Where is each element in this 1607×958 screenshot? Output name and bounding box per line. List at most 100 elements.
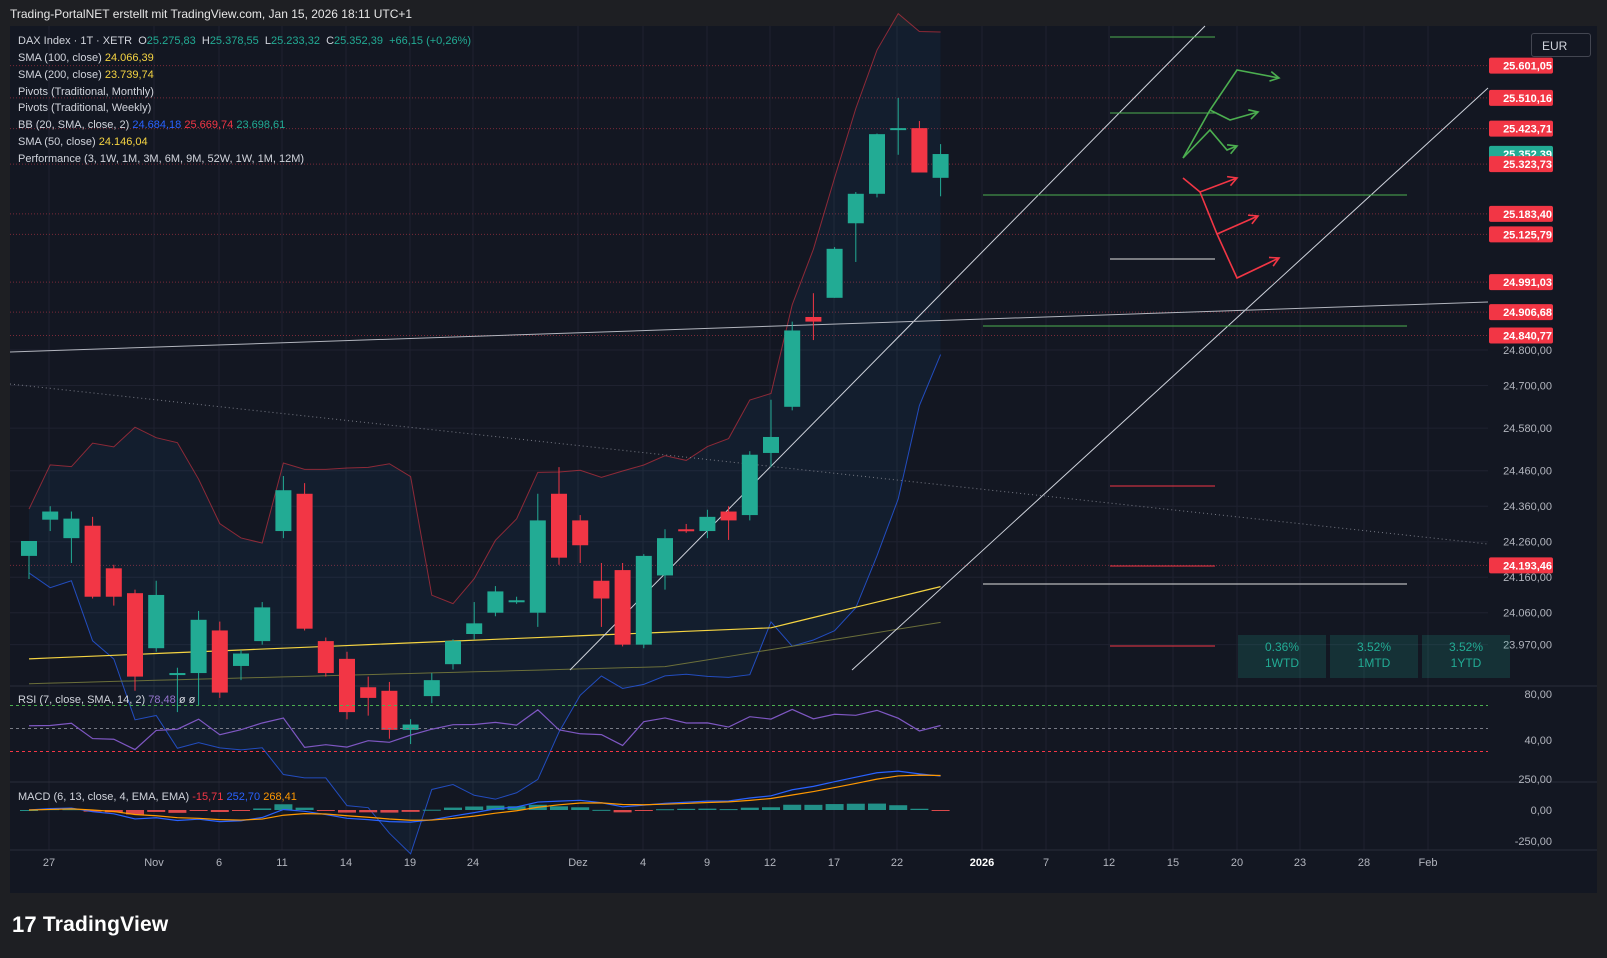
candle[interactable] (699, 509, 716, 539)
candle[interactable] (127, 589, 143, 691)
time-tick-label: 11 (276, 857, 287, 869)
candle[interactable] (593, 563, 610, 627)
price-tag[interactable]: 24.991,03 (1489, 274, 1553, 291)
high-value: 25.378,55 (209, 35, 259, 47)
candle[interactable] (551, 467, 567, 565)
candle[interactable] (445, 639, 461, 670)
symbol-label: DAX Index · 1T · XETR (18, 35, 133, 47)
candle[interactable] (211, 621, 228, 698)
candle[interactable] (169, 667, 186, 713)
candle-body (339, 658, 355, 713)
candle[interactable] (869, 133, 885, 198)
price-tag[interactable]: 25.125,79 (1489, 226, 1553, 243)
candle[interactable] (423, 673, 440, 704)
candle[interactable] (720, 506, 737, 540)
tradingview-logo[interactable]: 17 TradingView (12, 912, 168, 938)
price-tick-label: 24.160,00 (1503, 572, 1552, 584)
candle[interactable] (678, 523, 695, 533)
legend-sma200[interactable]: SMA (200, close) 23.739,74 (18, 69, 154, 81)
macd-histogram-bar (274, 804, 293, 810)
time-axis[interactable]: 27 Nov 6 11 14 19 24 Dez 4 9 12 17 22 2026 7 12 15 20 23 28… (43, 857, 1438, 869)
candle[interactable] (381, 681, 398, 739)
candle[interactable] (487, 586, 504, 617)
candle[interactable] (254, 602, 271, 645)
macd-histogram-bar (401, 810, 420, 812)
legend-macd[interactable]: MACD (6, 13, close, 4, EMA, EMA) -15,71 … (18, 791, 297, 803)
candle[interactable] (572, 515, 589, 563)
annotations (1182, 69, 1281, 280)
candle[interactable] (360, 676, 377, 716)
macd-histogram-bar (719, 809, 738, 811)
candle[interactable] (275, 476, 292, 539)
price-tag[interactable]: 25.423,71 (1489, 120, 1553, 137)
channel-upper-line (569, 25, 1206, 671)
candle[interactable] (466, 602, 483, 640)
price-tag-bg (1489, 205, 1553, 222)
candle[interactable] (508, 596, 525, 604)
legend-performance[interactable]: Performance (3, 1W, 1M, 3M, 6M, 9M, 52W,… (18, 153, 305, 165)
currency-selector[interactable]: EUR (1531, 33, 1591, 57)
price-tag[interactable]: 25.323,73 (1489, 156, 1553, 173)
price-tag[interactable]: 24.906,68 (1489, 304, 1553, 321)
candle[interactable] (148, 580, 165, 652)
candle[interactable] (614, 563, 631, 647)
candle-body (551, 493, 567, 558)
bearish-scenario-arrow-head (1247, 214, 1260, 225)
macd-tick-label: 250,00 (1518, 774, 1552, 786)
candle-body (572, 520, 589, 546)
price-tick-label: 24.460,00 (1503, 466, 1552, 478)
price-axis[interactable]: 24.800,00 24.700,00 24.580,00 24.460,00 24.3… (1489, 57, 1553, 848)
candle-body (529, 520, 546, 613)
candle[interactable] (890, 97, 907, 155)
candle[interactable] (21, 540, 37, 579)
candle[interactable] (296, 483, 313, 631)
candle[interactable] (826, 247, 843, 298)
candle[interactable] (932, 144, 949, 197)
candle[interactable] (784, 321, 801, 411)
candle-body (148, 594, 165, 649)
price-tag[interactable]: 25.183,40 (1489, 205, 1553, 222)
candle-body (63, 518, 80, 539)
candle[interactable] (63, 511, 80, 563)
macd-histogram-bar (698, 808, 717, 810)
legend-rsi[interactable]: RSI (7, close, SMA, 14, 2) 78,48 ø ø (18, 694, 196, 706)
candle[interactable] (84, 516, 101, 599)
candle[interactable] (190, 610, 207, 705)
candle[interactable] (233, 649, 249, 681)
candle[interactable] (763, 399, 779, 468)
bollinger-upper-line (28, 12, 941, 605)
candle[interactable] (529, 493, 546, 627)
candle[interactable] (911, 121, 928, 173)
candle[interactable] (42, 506, 59, 532)
candle-body (911, 128, 928, 173)
candle[interactable] (317, 637, 334, 677)
price-tag[interactable]: 24.193,46 (1489, 557, 1553, 574)
chart-overlays (9, 12, 1489, 855)
macd-tick-label: 0,00 (1531, 805, 1552, 817)
price-tag[interactable]: 25.601,05 (1489, 57, 1553, 74)
candle[interactable] (657, 529, 673, 590)
indicator-panes (10, 705, 1488, 823)
candle[interactable] (339, 651, 355, 720)
time-tick-label: 7 (1043, 857, 1049, 869)
candle[interactable] (402, 719, 419, 745)
rsi-tick-label: 40,00 (1524, 735, 1552, 747)
candle[interactable] (847, 192, 864, 262)
legend-pivots-weekly[interactable]: Pivots (Traditional, Weekly) (18, 102, 152, 114)
price-tag-label: 25.125,79 (1503, 229, 1552, 241)
legend-bb[interactable]: BB (20, SMA, close, 2) 24.684,18 25.669,… (18, 119, 286, 131)
legend-sma100[interactable]: SMA (100, close) 24.066,39 (18, 52, 154, 64)
price-tag[interactable]: 25.510,16 (1489, 89, 1553, 106)
candle[interactable] (741, 451, 758, 521)
price-tag[interactable]: 24.840,77 (1489, 327, 1553, 344)
legend-main[interactable]: DAX Index · 1T · XETR O25.275,83 H25.378… (18, 35, 472, 47)
candles[interactable] (21, 97, 949, 745)
candle[interactable] (105, 564, 122, 606)
legend-sma50[interactable]: SMA (50, close) 24.146,04 (18, 136, 148, 148)
legend-pivots-monthly[interactable]: Pivots (Traditional, Monthly) (18, 86, 154, 98)
candle-body (741, 454, 758, 516)
candle-body (211, 630, 228, 693)
candle[interactable] (805, 293, 822, 341)
candle[interactable] (635, 554, 652, 649)
